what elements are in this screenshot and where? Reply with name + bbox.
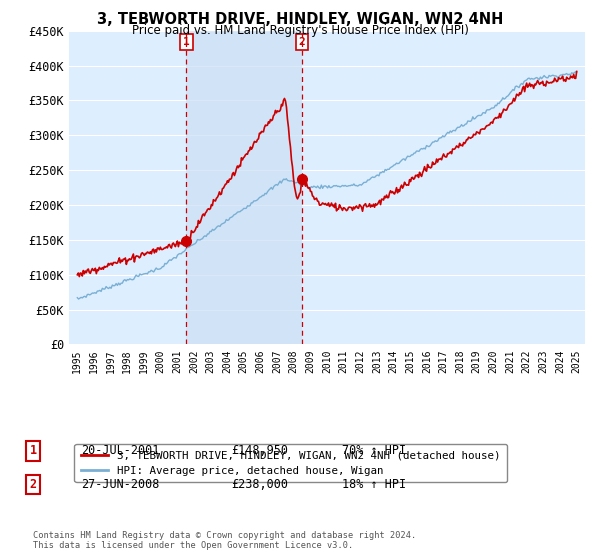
- Text: 20-JUL-2001: 20-JUL-2001: [81, 444, 160, 458]
- Text: £148,950: £148,950: [231, 444, 288, 458]
- Bar: [187, 31, 302, 344]
- Text: Contains HM Land Registry data © Crown copyright and database right 2024.
This d: Contains HM Land Registry data © Crown c…: [33, 530, 416, 550]
- Text: 1: 1: [183, 37, 190, 47]
- Text: 27-JUN-2008: 27-JUN-2008: [81, 478, 160, 491]
- Text: 18% ↑ HPI: 18% ↑ HPI: [342, 478, 406, 491]
- Text: 2: 2: [298, 37, 305, 47]
- Text: 1: 1: [29, 444, 37, 458]
- Text: £238,000: £238,000: [231, 478, 288, 491]
- Text: 2: 2: [29, 478, 37, 491]
- Text: Price paid vs. HM Land Registry's House Price Index (HPI): Price paid vs. HM Land Registry's House …: [131, 24, 469, 36]
- Text: 70% ↑ HPI: 70% ↑ HPI: [342, 444, 406, 458]
- Text: 3, TEBWORTH DRIVE, HINDLEY, WIGAN, WN2 4NH: 3, TEBWORTH DRIVE, HINDLEY, WIGAN, WN2 4…: [97, 12, 503, 27]
- Legend: 3, TEBWORTH DRIVE, HINDLEY, WIGAN, WN2 4NH (detached house), HPI: Average price,: 3, TEBWORTH DRIVE, HINDLEY, WIGAN, WN2 4…: [74, 444, 506, 482]
